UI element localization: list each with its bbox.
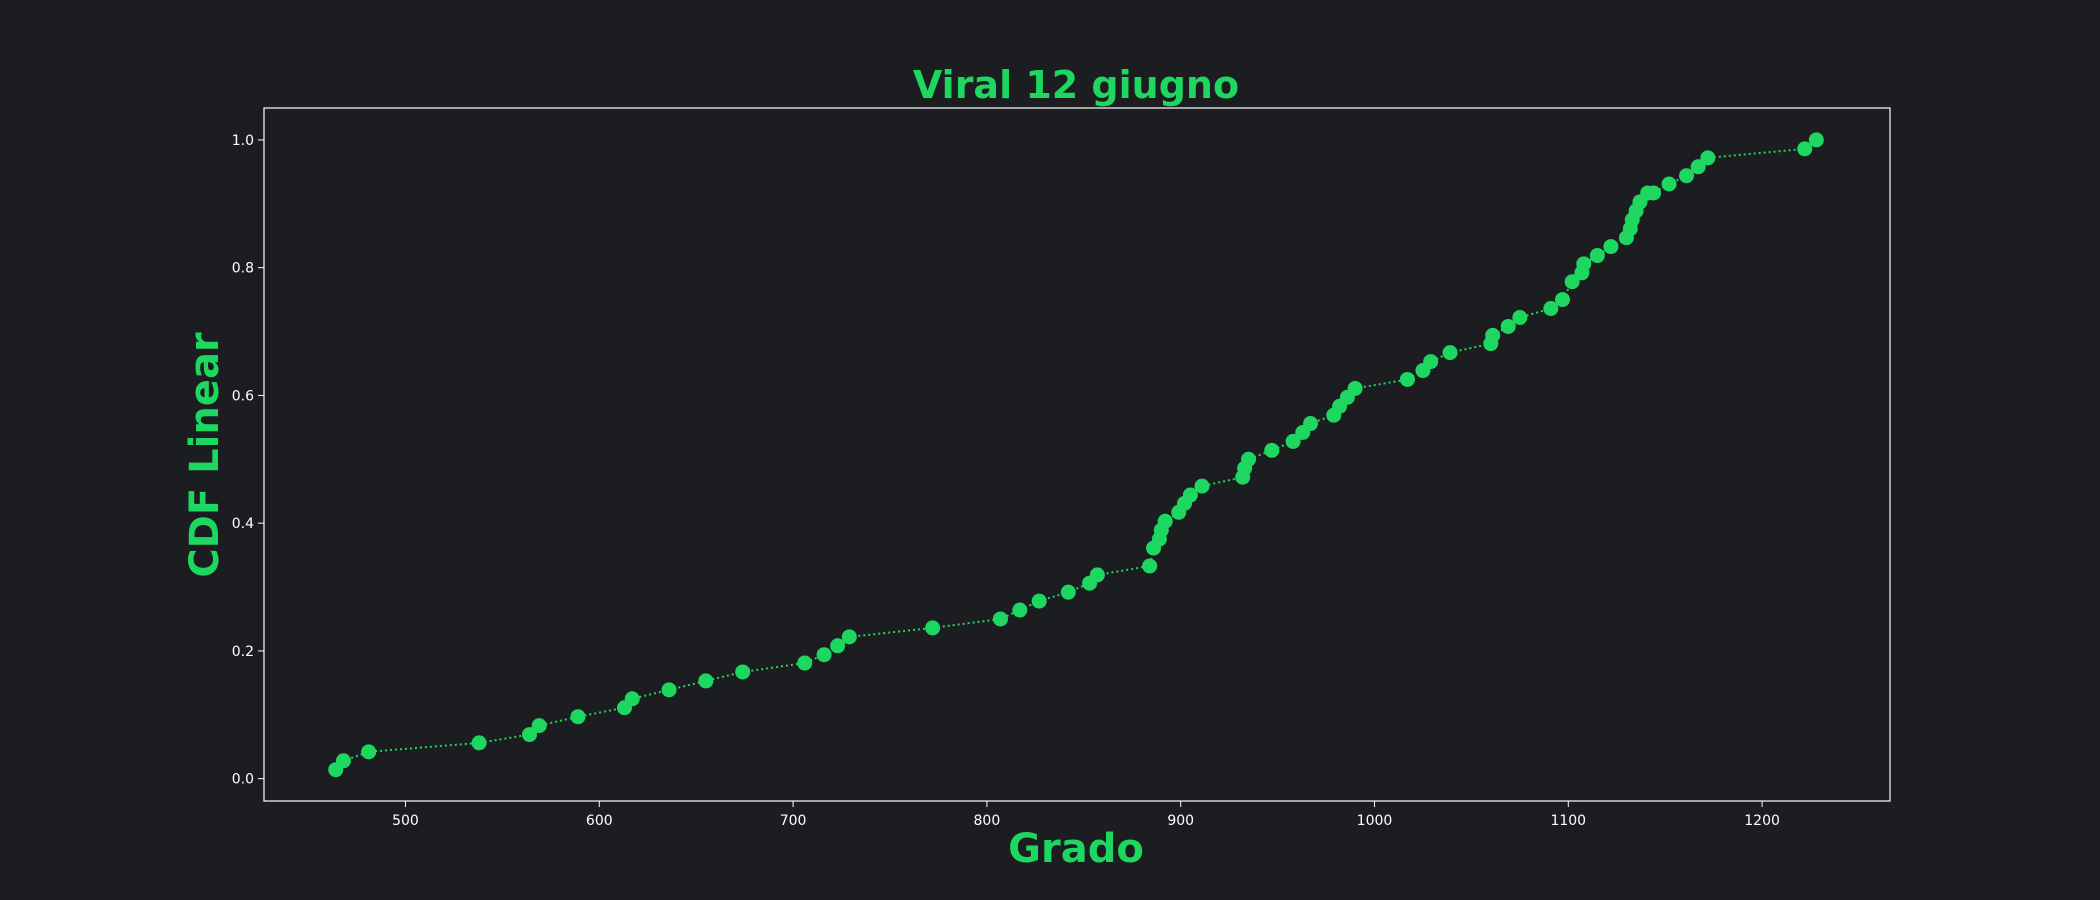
- data-point: [1012, 602, 1028, 618]
- data-point: [1399, 371, 1415, 387]
- data-point: [1554, 292, 1570, 308]
- data-point: [1157, 513, 1173, 529]
- x-tick-label: 1100: [1550, 813, 1586, 829]
- data-point: [1485, 327, 1501, 343]
- y-axis-label: CDF Linear: [182, 332, 228, 578]
- data-point: [1543, 301, 1559, 317]
- data-point: [797, 655, 813, 671]
- data-point: [1347, 380, 1363, 396]
- x-tick-label: 1200: [1744, 813, 1780, 829]
- data-point: [1194, 478, 1210, 494]
- data-point: [1264, 442, 1280, 458]
- data-point: [1661, 176, 1677, 192]
- data-point: [1142, 558, 1158, 574]
- data-point: [661, 682, 677, 698]
- data-point: [992, 611, 1008, 627]
- x-tick-label: 800: [974, 813, 1001, 829]
- data-point: [1241, 451, 1257, 467]
- y-tick-label: 0.6: [232, 388, 254, 404]
- data-point: [1182, 487, 1198, 503]
- data-point: [1285, 433, 1301, 449]
- y-tick-label: 0.2: [232, 644, 254, 660]
- y-tick-label: 0.0: [232, 772, 254, 788]
- plot-frame: [263, 107, 1891, 802]
- data-point: [1679, 168, 1695, 184]
- y-tick-label: 1.0: [232, 133, 254, 149]
- data-point: [698, 673, 714, 689]
- y-axis: 0.0 0.2 0.4 0.6 0.8 1.0: [232, 133, 264, 788]
- x-tick-label: 900: [1167, 813, 1194, 829]
- chart-title: Viral 12 giugno: [913, 63, 1239, 107]
- x-tick-label: 500: [392, 813, 419, 829]
- data-point: [1060, 584, 1076, 600]
- data-point: [1576, 256, 1592, 272]
- data-point: [1423, 354, 1439, 370]
- data-point: [735, 664, 751, 680]
- data-point: [361, 744, 377, 760]
- data-point: [570, 709, 586, 725]
- data-point: [1031, 593, 1047, 609]
- data-point: [1797, 141, 1813, 157]
- data-point: [1500, 318, 1516, 334]
- y-tick-label: 0.8: [232, 261, 254, 277]
- data-point: [335, 753, 351, 769]
- x-axis-label: Grado: [1008, 826, 1144, 872]
- data-point: [830, 638, 846, 654]
- data-point: [1089, 567, 1105, 583]
- x-tick-label: 1000: [1357, 813, 1393, 829]
- data-point: [1808, 132, 1824, 148]
- data-point: [1589, 248, 1605, 264]
- data-point: [1564, 274, 1580, 290]
- data-point: [1690, 159, 1706, 175]
- data-point: [1303, 416, 1319, 432]
- x-axis: 500 600 700 800 900 1000 1100 1200: [392, 801, 1780, 829]
- x-tick-label: 600: [586, 813, 613, 829]
- data-point: [1512, 309, 1528, 325]
- data-point: [522, 727, 538, 743]
- data-point: [816, 647, 832, 663]
- data-point: [1442, 345, 1458, 361]
- y-tick-label: 0.4: [232, 516, 254, 532]
- data-point: [1603, 239, 1619, 255]
- data-point: [1646, 185, 1662, 201]
- data-point: [624, 691, 640, 707]
- data-point: [1700, 150, 1716, 166]
- series-line: [334, 139, 1818, 771]
- data-point: [841, 629, 857, 645]
- data-point: [925, 620, 941, 636]
- data-point: [531, 718, 547, 734]
- data-point: [471, 735, 487, 751]
- x-tick-label: 700: [780, 813, 807, 829]
- data-points: [328, 132, 1824, 778]
